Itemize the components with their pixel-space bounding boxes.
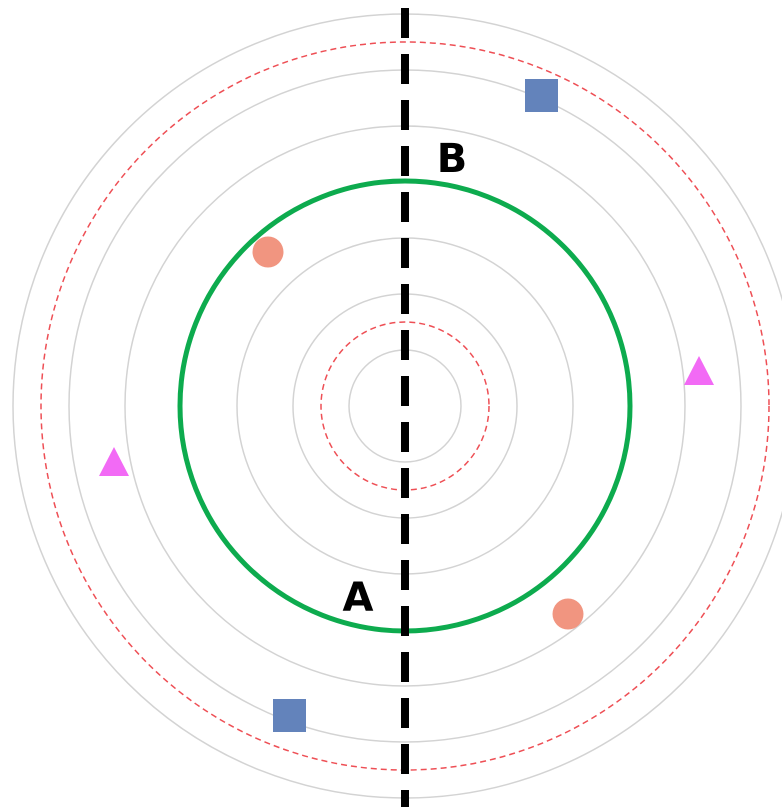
square-marker	[525, 79, 558, 112]
label-b: B	[437, 136, 468, 182]
label-a: A	[343, 575, 374, 621]
ring	[12, 13, 782, 799]
triangle-marker	[99, 447, 129, 476]
circle-marker	[552, 598, 584, 630]
rings	[12, 13, 782, 799]
square-marker	[273, 699, 306, 732]
circle-marker	[252, 236, 284, 268]
triangle-marker	[684, 356, 714, 385]
